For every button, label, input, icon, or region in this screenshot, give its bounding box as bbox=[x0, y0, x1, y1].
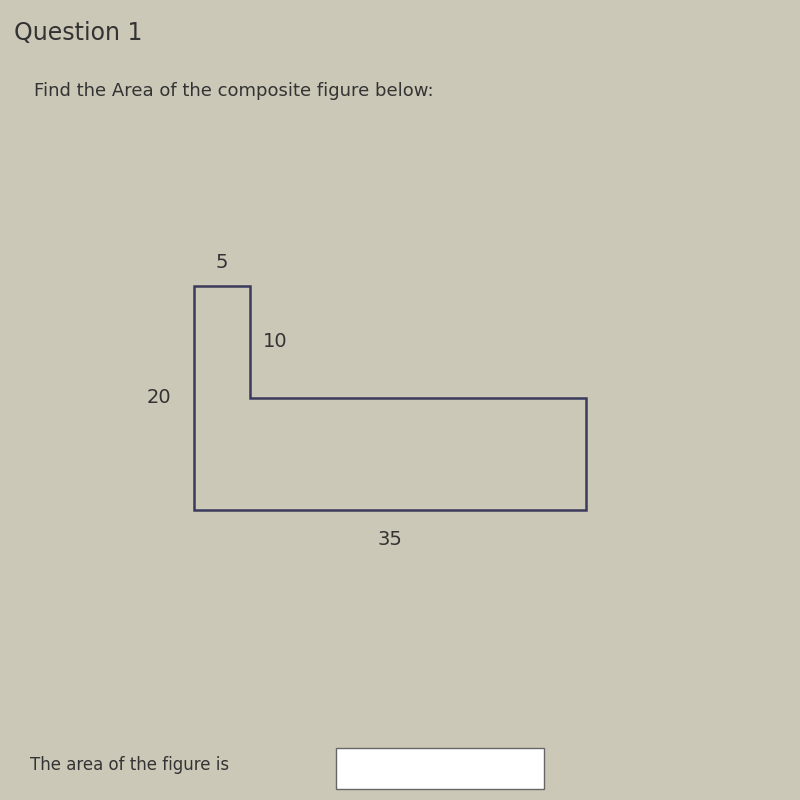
Text: Question 1: Question 1 bbox=[14, 21, 142, 45]
Text: 10: 10 bbox=[263, 332, 288, 351]
Text: 35: 35 bbox=[377, 530, 402, 549]
Text: 5: 5 bbox=[215, 253, 228, 272]
Text: The area of the figure is: The area of the figure is bbox=[30, 756, 230, 774]
Text: Find the Area of the composite figure below:: Find the Area of the composite figure be… bbox=[34, 82, 434, 100]
Text: 20: 20 bbox=[146, 388, 171, 407]
FancyBboxPatch shape bbox=[336, 747, 544, 789]
